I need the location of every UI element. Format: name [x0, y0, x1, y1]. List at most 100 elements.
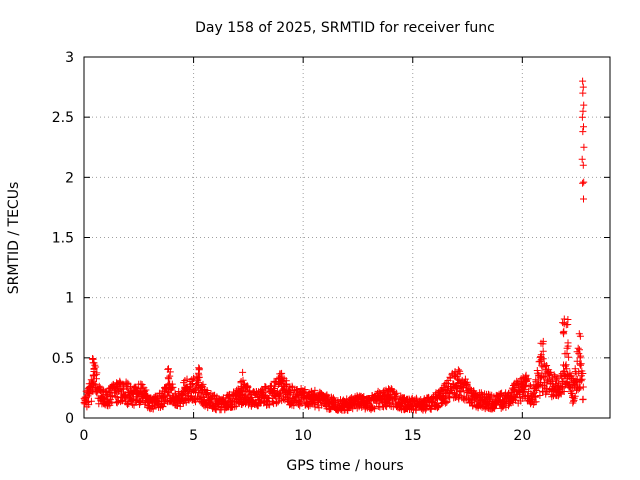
- data-point: [244, 383, 252, 391]
- data-point: [577, 352, 585, 360]
- data-point: [369, 404, 377, 412]
- data-point: [574, 344, 582, 352]
- data-point: [557, 371, 565, 379]
- data-point: [113, 398, 120, 406]
- data-point: [159, 403, 167, 411]
- data-point: [519, 373, 527, 381]
- data-point: [542, 384, 550, 392]
- data-point: [127, 382, 134, 390]
- data-point: [575, 368, 583, 376]
- data-point: [422, 406, 430, 414]
- data-point: [141, 388, 149, 396]
- data-point: [87, 397, 95, 405]
- y-tick-label: 0.5: [52, 351, 74, 367]
- data-point: [559, 319, 567, 327]
- data-point: [579, 83, 587, 91]
- data-point: [556, 388, 564, 396]
- data-point: [571, 392, 579, 400]
- data-point: [199, 380, 207, 388]
- data-point: [579, 128, 587, 136]
- data-point: [525, 382, 533, 390]
- data-point: [92, 363, 100, 371]
- y-tick-label: 2: [65, 170, 74, 186]
- data-point: [576, 332, 584, 340]
- x-tick-label: 10: [294, 428, 312, 444]
- data-point: [166, 372, 174, 380]
- data-point: [541, 362, 549, 370]
- x-tick-label: 20: [513, 428, 531, 444]
- y-axis-label: SRMTID / TECUs: [6, 182, 22, 295]
- data-point: [195, 369, 202, 377]
- data-point: [239, 368, 247, 376]
- y-tick-label: 3: [65, 50, 74, 66]
- data-point: [577, 361, 584, 369]
- data-point: [164, 374, 172, 382]
- data-point: [578, 155, 586, 163]
- data-point: [577, 377, 585, 385]
- x-tick-label: 5: [189, 428, 198, 444]
- data-point: [578, 113, 586, 121]
- data-point: [495, 396, 503, 404]
- data-point: [564, 342, 572, 350]
- data-point: [579, 370, 587, 377]
- data-point: [565, 353, 573, 361]
- data-point: [443, 397, 451, 405]
- data-point: [580, 123, 587, 131]
- data-point: [571, 365, 579, 373]
- data-point: [176, 402, 184, 410]
- axis-ticks: 0 0.5 1 1.5 2 2.5 3 0 5 10 15 20: [52, 50, 610, 444]
- data-point: [323, 392, 331, 400]
- data-point: [115, 384, 123, 392]
- data-point: [451, 389, 458, 397]
- data-point: [505, 389, 512, 397]
- data-point: [579, 107, 587, 115]
- data-point: [391, 393, 399, 401]
- data-point: [446, 374, 454, 382]
- data-point: [317, 401, 325, 409]
- data-point: [532, 398, 540, 406]
- data-point: [531, 393, 539, 401]
- data-point: [560, 388, 568, 395]
- data-point: [576, 360, 584, 368]
- data-point: [497, 390, 504, 398]
- data-point: [278, 397, 286, 405]
- data-point: [538, 369, 546, 377]
- data-point: [276, 370, 284, 378]
- gridlines: [84, 57, 610, 418]
- data-point: [278, 375, 286, 383]
- y-tick-label: 0: [65, 411, 74, 427]
- data-point: [560, 330, 568, 338]
- data-point: [238, 383, 246, 391]
- data-point: [562, 321, 570, 329]
- data-point: [93, 375, 100, 383]
- data-point: [564, 316, 572, 323]
- data-point: [408, 404, 416, 412]
- data-point: [562, 361, 570, 369]
- data-point: [427, 405, 435, 413]
- x-tick-label: 0: [80, 428, 89, 444]
- data-point: [539, 355, 547, 363]
- data-point: [539, 337, 547, 345]
- data-point: [89, 359, 97, 367]
- data-point: [579, 89, 587, 97]
- chart-title: Day 158 of 2025, SRMTID for receiver fun…: [195, 20, 495, 36]
- data-point: [429, 397, 436, 405]
- data-point: [563, 365, 571, 373]
- data-point: [573, 348, 581, 356]
- data-points: [80, 77, 588, 414]
- y-tick-label: 1.5: [52, 231, 74, 247]
- data-point: [537, 351, 545, 359]
- data-point: [262, 383, 270, 391]
- x-tick-label: 15: [404, 428, 422, 444]
- data-point: [165, 380, 173, 388]
- data-point: [579, 161, 587, 169]
- data-point: [578, 375, 586, 383]
- data-point: [580, 101, 588, 109]
- data-point: [204, 389, 212, 397]
- data-point: [89, 355, 97, 362]
- data-point: [580, 195, 587, 203]
- data-point: [274, 398, 282, 406]
- data-point: [90, 380, 98, 388]
- data-point: [579, 395, 587, 403]
